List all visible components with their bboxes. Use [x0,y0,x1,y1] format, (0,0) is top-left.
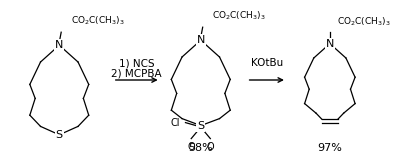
Text: O: O [206,142,214,152]
Text: Cl: Cl [170,118,180,128]
Text: KOtBu: KOtBu [251,58,283,68]
Text: 58%: 58% [188,143,213,153]
Text: N: N [196,35,205,45]
Text: 2) MCPBA: 2) MCPBA [112,68,162,78]
Text: O: O [188,142,195,152]
Text: N: N [326,39,334,49]
Text: CO$_2$C(CH$_3$)$_3$: CO$_2$C(CH$_3$)$_3$ [338,15,392,28]
Text: S: S [197,121,204,131]
Text: CO$_2$C(CH$_3$)$_3$: CO$_2$C(CH$_3$)$_3$ [212,10,266,22]
Text: 1) NCS: 1) NCS [119,58,154,68]
Text: S: S [56,130,63,140]
Text: N: N [55,40,64,50]
Text: 97%: 97% [318,143,342,153]
Text: CO$_2$C(CH$_3$)$_3$: CO$_2$C(CH$_3$)$_3$ [71,15,125,27]
